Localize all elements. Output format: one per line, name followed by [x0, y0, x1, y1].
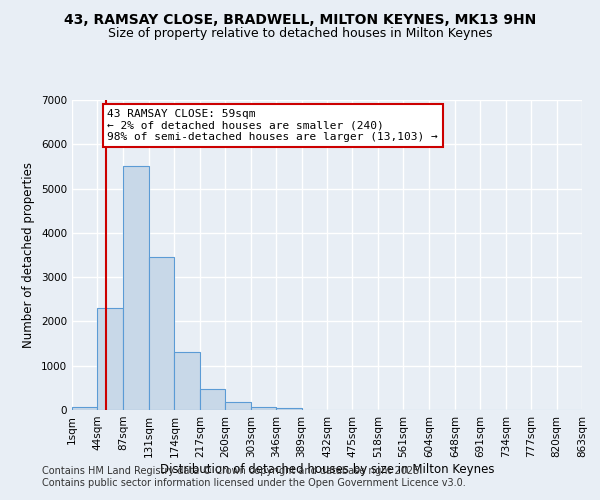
- Text: 43, RAMSAY CLOSE, BRADWELL, MILTON KEYNES, MK13 9HN: 43, RAMSAY CLOSE, BRADWELL, MILTON KEYNE…: [64, 12, 536, 26]
- Text: Size of property relative to detached houses in Milton Keynes: Size of property relative to detached ho…: [108, 28, 492, 40]
- Bar: [123, 166, 149, 410]
- Bar: [225, 402, 251, 410]
- Text: Contains HM Land Registry data © Crown copyright and database right 2025.
Contai: Contains HM Land Registry data © Crown c…: [42, 466, 466, 487]
- Bar: [276, 408, 302, 410]
- Bar: [72, 406, 97, 410]
- Bar: [149, 257, 175, 410]
- Bar: [97, 308, 123, 410]
- Bar: [200, 389, 225, 410]
- Y-axis label: Number of detached properties: Number of detached properties: [22, 162, 35, 348]
- X-axis label: Distribution of detached houses by size in Milton Keynes: Distribution of detached houses by size …: [160, 462, 494, 475]
- Text: 43 RAMSAY CLOSE: 59sqm
← 2% of detached houses are smaller (240)
98% of semi-det: 43 RAMSAY CLOSE: 59sqm ← 2% of detached …: [107, 109, 438, 142]
- Bar: [251, 406, 276, 410]
- Bar: [175, 352, 200, 410]
